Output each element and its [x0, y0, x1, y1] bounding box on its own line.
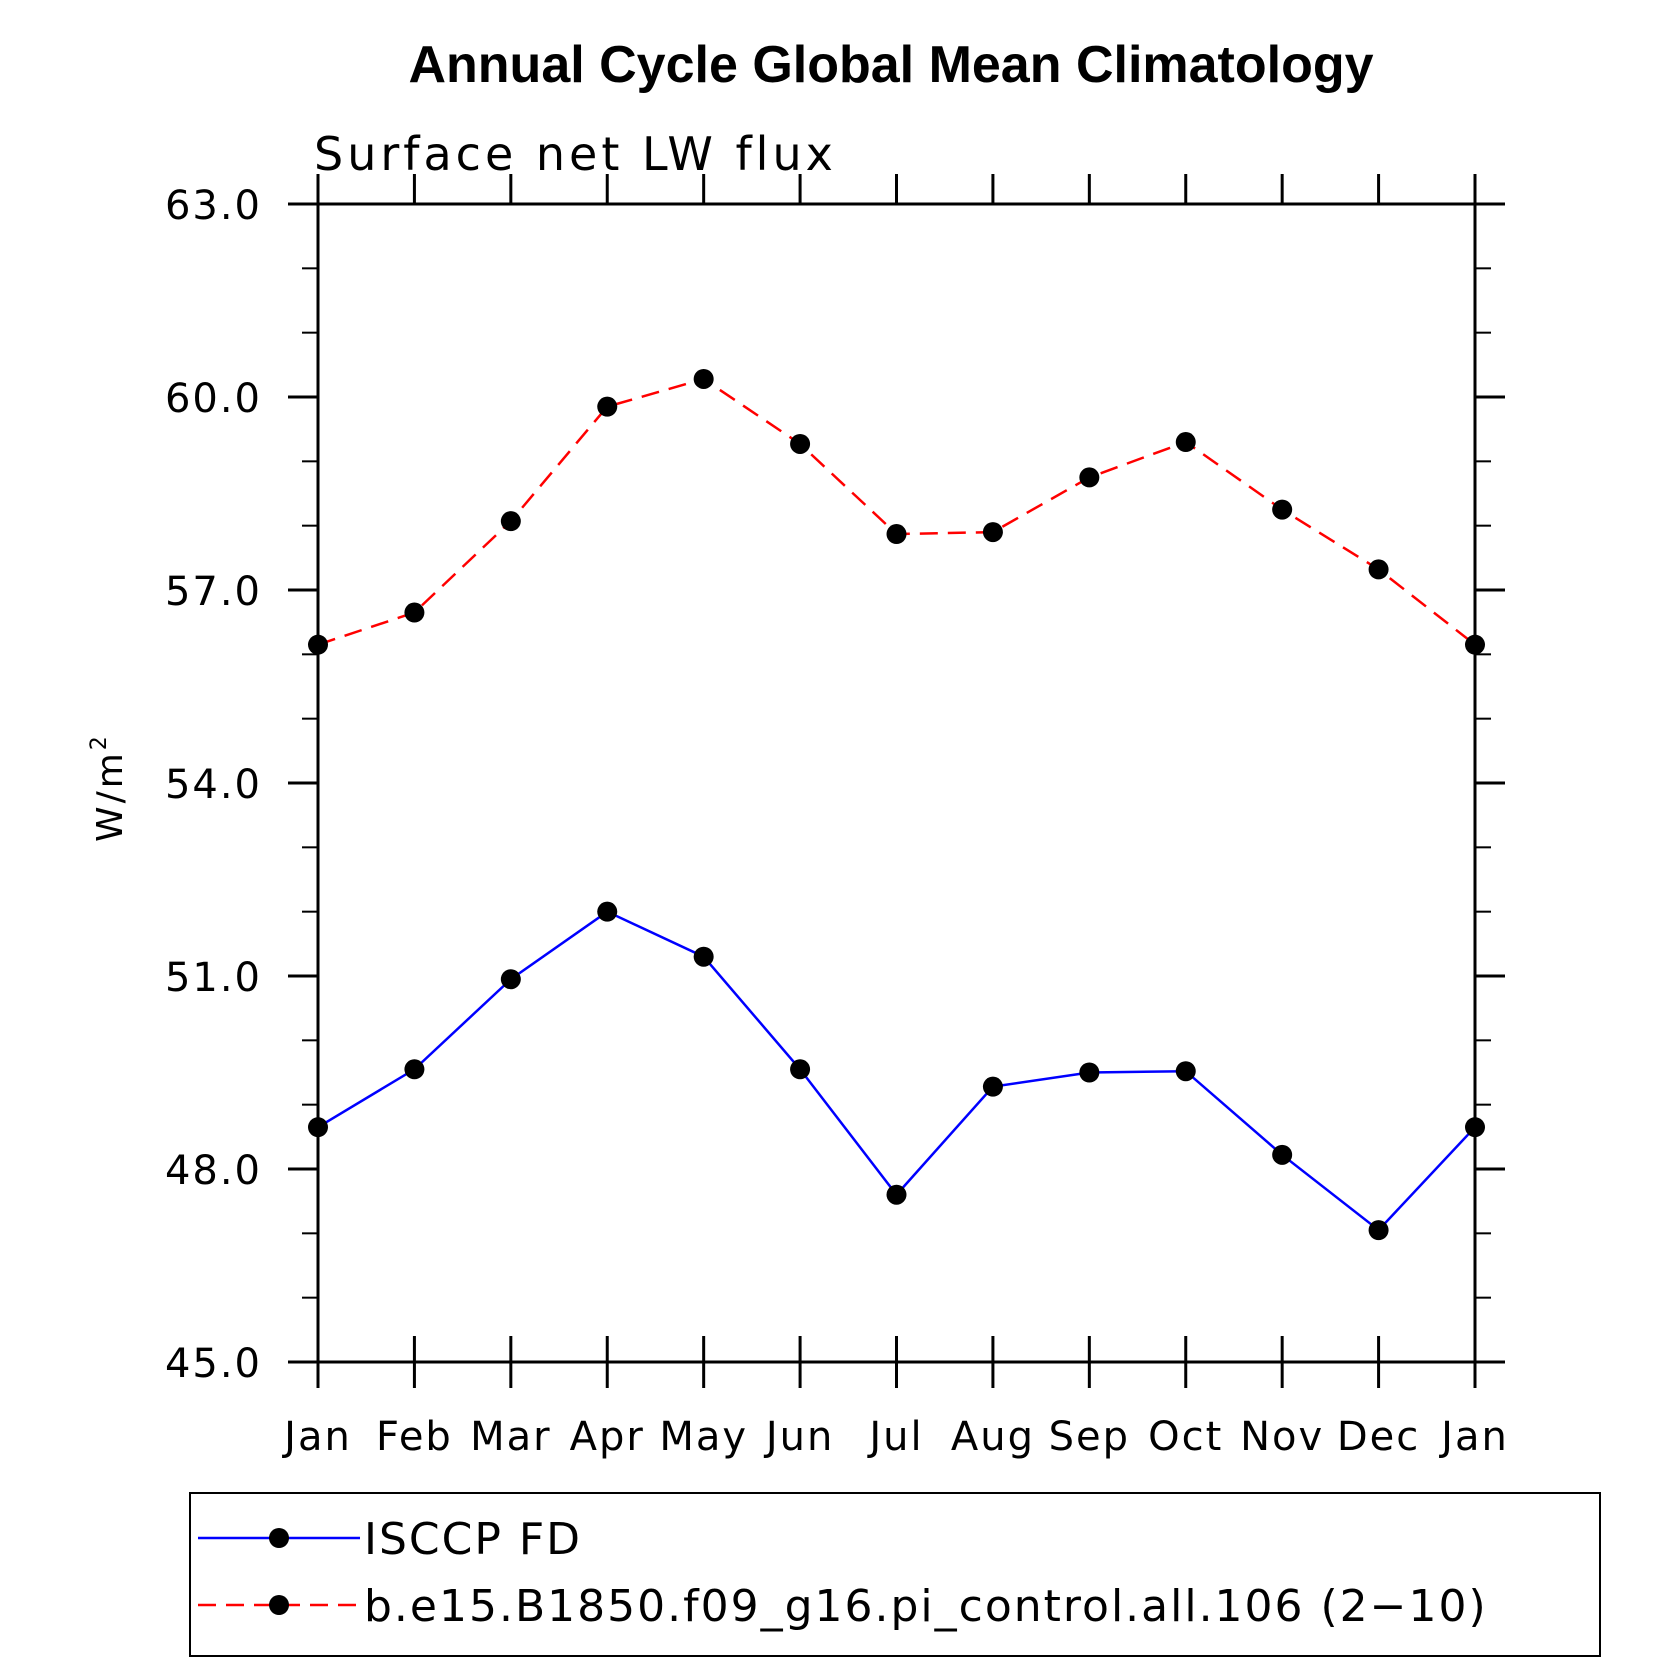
x-tick-label: Dec — [1337, 1414, 1420, 1460]
data-point — [500, 969, 521, 990]
y-tick-label: 60.0 — [165, 376, 262, 422]
x-tick-label: Aug — [951, 1414, 1035, 1460]
series-line — [317, 377, 1476, 646]
data-point — [500, 511, 521, 532]
data-point — [1175, 1061, 1196, 1082]
legend-marker — [269, 1595, 289, 1615]
x-tick-label: Jun — [763, 1414, 835, 1460]
data-point — [1079, 1062, 1100, 1083]
data-point — [886, 1184, 907, 1205]
chart-subtitle: Surface net LW flux — [314, 127, 837, 181]
data-point — [404, 1059, 425, 1080]
series-0 — [308, 901, 1485, 1241]
x-tick-label: May — [659, 1414, 748, 1460]
y-tick-label: 54.0 — [165, 762, 262, 808]
legend-marker — [269, 1528, 289, 1548]
series-1 — [308, 368, 1485, 655]
data-point — [308, 1117, 328, 1138]
y-tick-label: 63.0 — [165, 183, 262, 229]
y-tick-label: 57.0 — [165, 569, 262, 615]
y-axis-label: W/m2 — [87, 733, 131, 842]
chart-title: Annual Cycle Global Mean Climatology — [408, 36, 1373, 94]
x-tick-label: Feb — [376, 1414, 453, 1460]
data-point — [1368, 559, 1389, 580]
data-point — [790, 1059, 811, 1080]
data-point — [597, 396, 618, 417]
legend-label: b.e15.B1850.f09_g16.pi_control.all.106 (… — [364, 1581, 1488, 1632]
data-point — [693, 946, 714, 967]
data-point — [404, 602, 425, 623]
data-point — [308, 634, 328, 655]
x-tick-label: Sep — [1049, 1414, 1130, 1460]
data-point — [1465, 1117, 1485, 1138]
legend-entries: ISCCP FD b.e15.B1850.f09_g16.pi_control.a… — [198, 1514, 1488, 1632]
y-tick-label: 48.0 — [165, 1148, 262, 1194]
y-tick-label: 45.0 — [165, 1341, 262, 1387]
y-tick-label: 51.0 — [165, 955, 262, 1001]
y-axis-label-text: W/m — [90, 750, 131, 842]
x-tick-label: Jan — [1438, 1414, 1509, 1460]
data-point — [1272, 499, 1293, 520]
data-point — [1175, 432, 1196, 453]
data-point — [597, 901, 618, 922]
data-point — [1465, 634, 1485, 655]
data-point — [693, 368, 714, 389]
data-point — [1368, 1220, 1389, 1241]
x-tick-label: Jan — [281, 1414, 352, 1460]
data-point — [1272, 1144, 1293, 1165]
plot-area: Jan Feb Mar Apr May Jun Jul Aug Sep Oct Nov Dec Jan 4… — [165, 174, 1509, 1460]
data-point — [886, 524, 907, 545]
data-point — [790, 433, 811, 454]
data-point — [1079, 467, 1100, 488]
x-tick-label: Oct — [1148, 1414, 1223, 1460]
legend-label: ISCCP FD — [364, 1514, 582, 1565]
data-point — [982, 1076, 1003, 1097]
data-point — [982, 522, 1003, 543]
x-tick-label: Mar — [470, 1414, 551, 1460]
series-line — [317, 910, 1476, 1232]
x-tick-label: Apr — [570, 1414, 645, 1460]
x-tick-label: Nov — [1240, 1414, 1324, 1460]
legend-box — [189, 1492, 1601, 1657]
x-tick-label: Jul — [866, 1414, 923, 1460]
y-axis-label-exponent: 2 — [87, 733, 112, 750]
legend: ISCCP FD b.e15.B1850.f09_g16.pi_control.a… — [189, 1492, 1601, 1657]
